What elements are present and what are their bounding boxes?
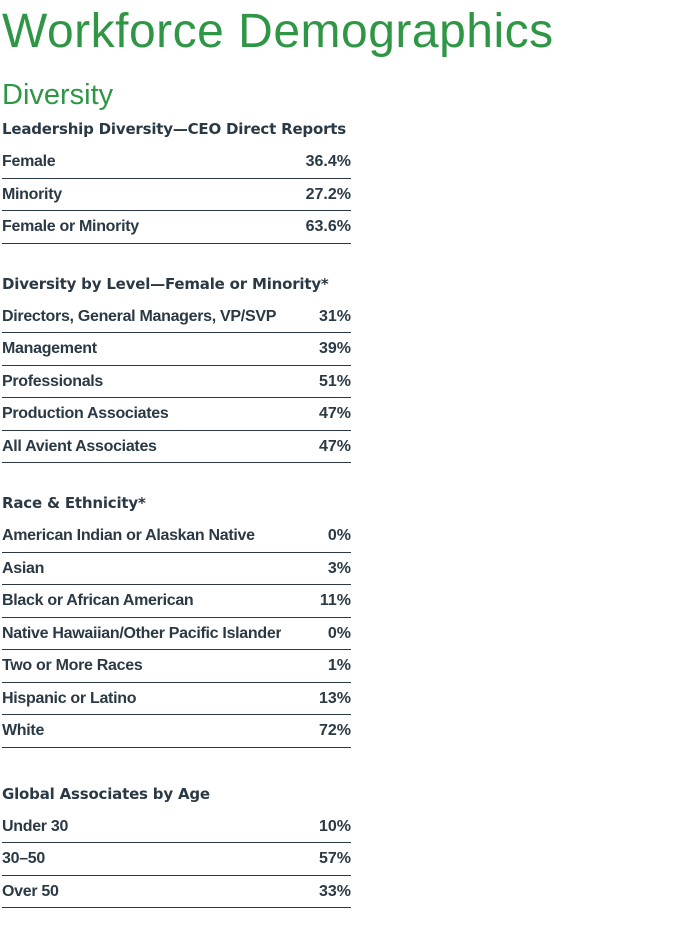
row-value: 36.4% bbox=[305, 153, 351, 170]
row-value: 72% bbox=[318, 722, 351, 739]
row-value: 3% bbox=[327, 559, 351, 577]
tables-container: Leadership Diversity—CEO Direct Reports F… bbox=[2, 122, 351, 908]
row-value: 0% bbox=[327, 527, 351, 544]
row-label: Management bbox=[2, 340, 97, 357]
table-row: White 72% bbox=[2, 715, 351, 748]
table-header: Race & Ethnicity* bbox=[2, 494, 146, 512]
row-label: Female or Minority bbox=[2, 218, 139, 235]
row-label: White bbox=[2, 722, 45, 739]
table-row: Directors, General Managers, VP/SVP 31% bbox=[2, 301, 351, 333]
row-value: 13% bbox=[318, 689, 351, 707]
demographics-table: Leadership Diversity—CEO Direct Reports F… bbox=[2, 122, 351, 244]
row-label: Female bbox=[2, 153, 56, 170]
table-row: Asian 3% bbox=[2, 553, 351, 585]
table-header: Leadership Diversity—CEO Direct Reports bbox=[2, 120, 346, 138]
table-row: Hispanic or Latino 13% bbox=[2, 683, 351, 715]
demographics-table: Global Associates by Age Under 30 10% 30–50… bbox=[2, 784, 351, 908]
row-value: 57% bbox=[318, 850, 351, 867]
table-row: Female 36.4% bbox=[2, 146, 351, 179]
row-value: 31% bbox=[318, 307, 351, 325]
row-label: Directors, General Managers, VP/SVP bbox=[2, 307, 277, 325]
row-label: Two or More Races bbox=[2, 657, 143, 674]
table-row: Black or African American 11% bbox=[2, 585, 351, 618]
row-value: 39% bbox=[318, 340, 351, 357]
table-row: Minority 27.2% bbox=[2, 179, 351, 211]
table-row: Production Associates 47% bbox=[2, 398, 351, 431]
row-value: 11% bbox=[319, 592, 351, 609]
row-label: Production Associates bbox=[2, 405, 169, 422]
table-header: Diversity by Level—Female or Minority* bbox=[2, 274, 329, 293]
row-label: Professionals bbox=[2, 372, 104, 390]
row-value: 10% bbox=[318, 817, 351, 835]
row-label: Native Hawaiian/Other Pacific Islander bbox=[2, 624, 282, 642]
row-value: 51% bbox=[318, 372, 351, 390]
row-value: 27.2% bbox=[305, 185, 351, 203]
report-page: Workforce Demographics Diversity Leaders… bbox=[2, 5, 554, 908]
row-label: Minority bbox=[2, 185, 62, 203]
table-row: Two or More Races 1% bbox=[2, 650, 351, 683]
table-row: Over 50 33% bbox=[2, 876, 351, 908]
row-value: 33% bbox=[318, 882, 351, 900]
row-label: 30–50 bbox=[2, 850, 45, 867]
row-label: Asian bbox=[2, 559, 45, 577]
row-value: 47% bbox=[318, 405, 351, 422]
table-row: Under 30 10% bbox=[2, 811, 351, 843]
row-label: Over 50 bbox=[2, 882, 59, 900]
demographics-table: Diversity by Level—Female or Minority* Di… bbox=[2, 274, 351, 463]
table-row: All Avient Associates 47% bbox=[2, 431, 351, 463]
table-row: 30–50 57% bbox=[2, 843, 351, 876]
row-value: 0% bbox=[327, 624, 351, 642]
section-title: Diversity bbox=[2, 79, 114, 111]
table-row: American Indian or Alaskan Native 0% bbox=[2, 520, 351, 553]
table-row: Management 39% bbox=[2, 333, 351, 366]
row-label: Under 30 bbox=[2, 817, 69, 835]
row-label: All Avient Associates bbox=[2, 437, 157, 455]
table-row: Female or Minority 63.6% bbox=[2, 211, 351, 244]
row-label: Hispanic or Latino bbox=[2, 689, 137, 707]
row-value: 1% bbox=[327, 657, 351, 674]
demographics-table: Race & Ethnicity* American Indian or Alas… bbox=[2, 496, 351, 748]
page-title: Workforce Demographics bbox=[2, 5, 554, 58]
row-value: 47% bbox=[318, 437, 351, 455]
row-label: Black or African American bbox=[2, 592, 194, 609]
table-row: Native Hawaiian/Other Pacific Islander 0% bbox=[2, 618, 351, 650]
table-header: Global Associates by Age bbox=[2, 784, 210, 803]
table-row: Professionals 51% bbox=[2, 366, 351, 398]
row-label: American Indian or Alaskan Native bbox=[2, 527, 255, 544]
row-value: 63.6% bbox=[305, 218, 351, 235]
